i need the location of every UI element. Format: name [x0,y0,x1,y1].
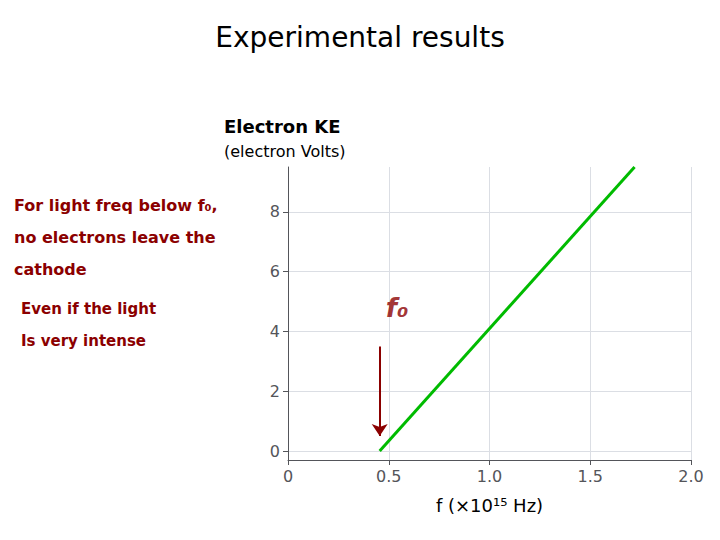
svg-text:For light freq below f₀,: For light freq below f₀, [14,196,218,215]
svg-text:4: 4 [270,322,280,341]
svg-text:no electrons leave the: no electrons leave the [14,228,216,247]
svg-text:1.5: 1.5 [578,467,603,486]
svg-text:f₀: f₀ [386,293,409,323]
svg-text:8: 8 [270,202,280,221]
svg-text:Is very intense: Is very intense [21,332,146,350]
svg-text:1.0: 1.0 [477,467,502,486]
svg-text:0.5: 0.5 [376,467,401,486]
svg-text:2: 2 [270,382,280,401]
svg-text:cathode: cathode [14,260,87,279]
svg-text:f (×10¹⁵ Hz): f (×10¹⁵ Hz) [436,495,543,516]
svg-text:(electron Volts): (electron Volts) [224,142,345,161]
svg-text:0: 0 [283,467,293,486]
svg-text:Electron KE: Electron KE [224,116,341,137]
svg-text:Even if the light: Even if the light [21,300,156,318]
svg-text:Experimental results: Experimental results [215,21,504,54]
svg-text:2.0: 2.0 [678,467,703,486]
svg-text:6: 6 [270,262,280,281]
svg-text:0: 0 [270,442,280,461]
